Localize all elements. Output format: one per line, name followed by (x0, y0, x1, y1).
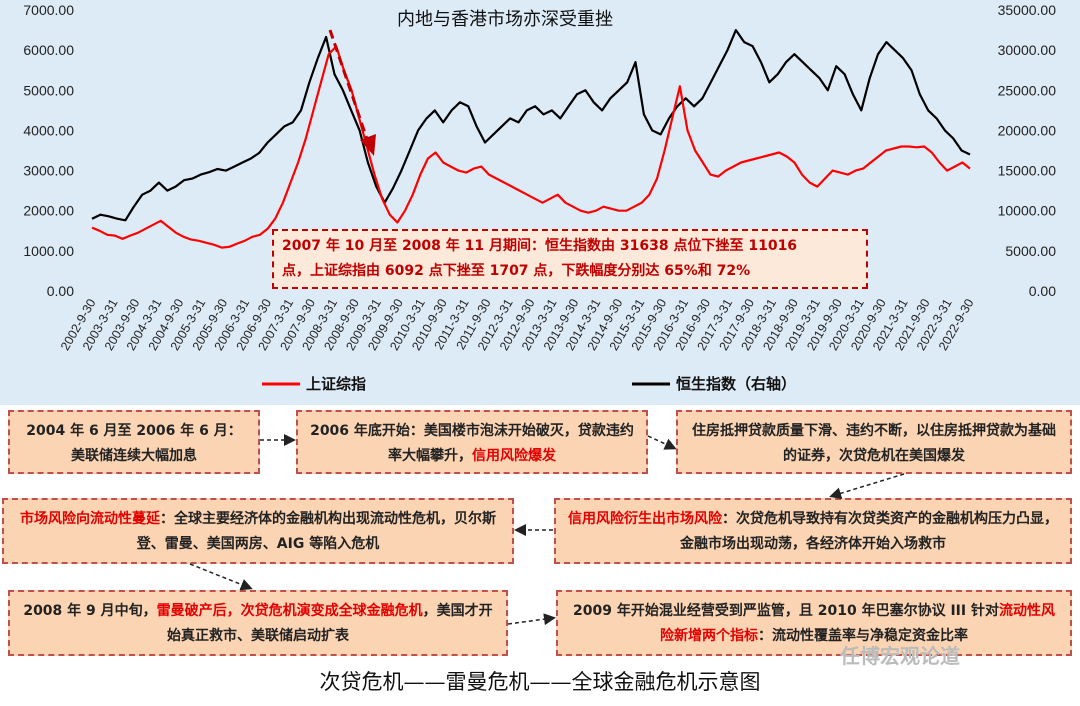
callout-line-2: 点，上证综指由 6092 点下挫至 1707 点，下跌幅度分别达 65%和 72… (282, 263, 751, 279)
arrow-5 (189, 563, 253, 591)
y-left-tick-label: 5000.00 (23, 82, 74, 98)
y-left-tick-label: 4000.00 (23, 122, 74, 138)
y-right-tick-label: 30000.00 (998, 42, 1057, 58)
watermark: 任博宏观论道 (840, 644, 960, 668)
box-liquidity-risk: 市场风险向流动性蔓延：全球主要经济体的金融机构出现流动性危机，贝尔斯登、雷曼、美… (2, 498, 514, 564)
box-market-risk: 信用风险衍生出市场风险：次贷危机导致持有次贷类资产的金融机构压力凸显，金融市场出… (554, 498, 1072, 564)
box-subprime-outbreak: 住房抵押贷款质量下滑、违约不断，以住房抵押贷款为基础的证券，次贷危机在美国爆发 (676, 410, 1072, 474)
box-subprime-outbreak-text: 住房抵押贷款质量下滑、违约不断，以住房抵押贷款为基础的证券，次贷危机在美国爆发 (692, 423, 1056, 464)
y-left-ticks: 0.00 1000.00 2000.00 3000.00 4000.00 5000.00 6… (23, 2, 74, 299)
series-line-shanghai (91, 45, 971, 249)
box-fed-hikes-text: 2004 年 6 月至 2006 年 6 月：美联储连续大幅加息 (26, 423, 242, 464)
y-left-tick-label: 7000.00 (23, 2, 74, 18)
arrow-6 (507, 613, 556, 626)
x-ticks: 2002-9-302003-3-312003-9-302004-3-312004… (58, 296, 977, 352)
legend-label-hangseng: 恒生指数（右轴） (676, 375, 796, 393)
arrow-2 (647, 435, 677, 450)
series-line-hangseng (91, 29, 971, 222)
trend-arrow (328, 29, 376, 156)
arrow-3 (829, 473, 905, 500)
box-basel-text-b: ：流动性覆盖率与净稳定资金比率 (758, 628, 968, 644)
box-basel-red: 流动性风险新增两个指标 (660, 603, 1055, 644)
chart-svg: 内地与香港市场亦深受重挫 0.00 1000.00 2000.00 3000.00 40… (23, 2, 1057, 393)
figure-caption: 次贷危机——雷曼危机——全球金融危机示意图 (319, 670, 761, 694)
box-fed-hikes: 2004 年 6 月至 2006 年 6 月：美联储连续大幅加息 (8, 410, 260, 474)
y-left-tick-label: 1000.00 (23, 243, 74, 259)
box-liquidity-risk-red: 市场风险向流动性蔓延 (20, 511, 160, 527)
y-right-tick-label: 5000.00 (1005, 243, 1056, 259)
box-housing-bubble: 2006 年底开始：美国楼市泡沫开始破灭，贷款违约率大幅攀升，信用风险爆发 (296, 410, 648, 474)
y-right-tick-label: 15000.00 (998, 163, 1057, 179)
y-right-tick-label: 35000.00 (998, 2, 1057, 18)
series-lines (91, 29, 971, 249)
box-liquidity-risk-text: ：全球主要经济体的金融机构出现流动性危机，贝尔斯登、雷曼、美国两房、AIG 等陷… (136, 511, 496, 552)
box-lehman-text-b: ，美国才开始真正救市、美联储启动扩表 (167, 603, 493, 644)
box-lehman: 2008 年 9 月中旬，雷曼破产后，次贷危机演变成全球金融危机，美国才开始真正… (8, 590, 508, 656)
box-basel-text-a: 2009 年开始混业经营受到严监管，且 2010 年巴塞尔协议 III 针对 (573, 603, 999, 619)
crash-callout: 2007 年 10 月至 2008 年 11 月期间：恒生指数由 31638 点… (272, 229, 868, 289)
callout-line-1: 2007 年 10 月至 2008 年 11 月期间：恒生指数由 31638 点… (282, 238, 798, 254)
box-market-risk-red: 信用风险衍生出市场风险 (568, 511, 722, 527)
y-left-tick-label: 2000.00 (23, 203, 74, 219)
y-right-tick-label: 25000.00 (998, 82, 1057, 98)
box-basel: 2009 年开始混业经营受到严监管，且 2010 年巴塞尔协议 III 针对流动… (556, 590, 1072, 656)
y-right-ticks: 0.00 5000.00 10000.00 15000.00 20000.00 25000… (998, 2, 1057, 299)
box-market-risk-text: ：次贷危机导致持有次贷类资产的金融机构压力凸显，金融市场出现动荡，各经济体开始入… (680, 511, 1058, 552)
box-lehman-text-a: 2008 年 9 月中旬， (23, 603, 157, 619)
box-housing-bubble-text: 2006 年底开始：美国楼市泡沫开始破灭，贷款违约率大幅攀升， (310, 423, 634, 464)
chart-title: 内地与香港市场亦深受重挫 (397, 9, 613, 30)
chart-area: 内地与香港市场亦深受重挫 0.00 1000.00 2000.00 3000.00 40… (0, 0, 1080, 405)
y-right-tick-label: 20000.00 (998, 122, 1057, 138)
y-left-tick-label: 0.00 (47, 283, 74, 299)
y-right-tick-label: 0.00 (1029, 283, 1056, 299)
y-left-tick-label: 6000.00 (23, 42, 74, 58)
y-left-tick-label: 3000.00 (23, 163, 74, 179)
legend-label-shanghai: 上证综指 (306, 375, 366, 393)
box-housing-bubble-red: 信用风险爆发 (472, 448, 556, 464)
box-lehman-red: 雷曼破产后，次贷危机演变成全球金融危机 (156, 603, 423, 619)
y-right-tick-label: 10000.00 (998, 203, 1057, 219)
